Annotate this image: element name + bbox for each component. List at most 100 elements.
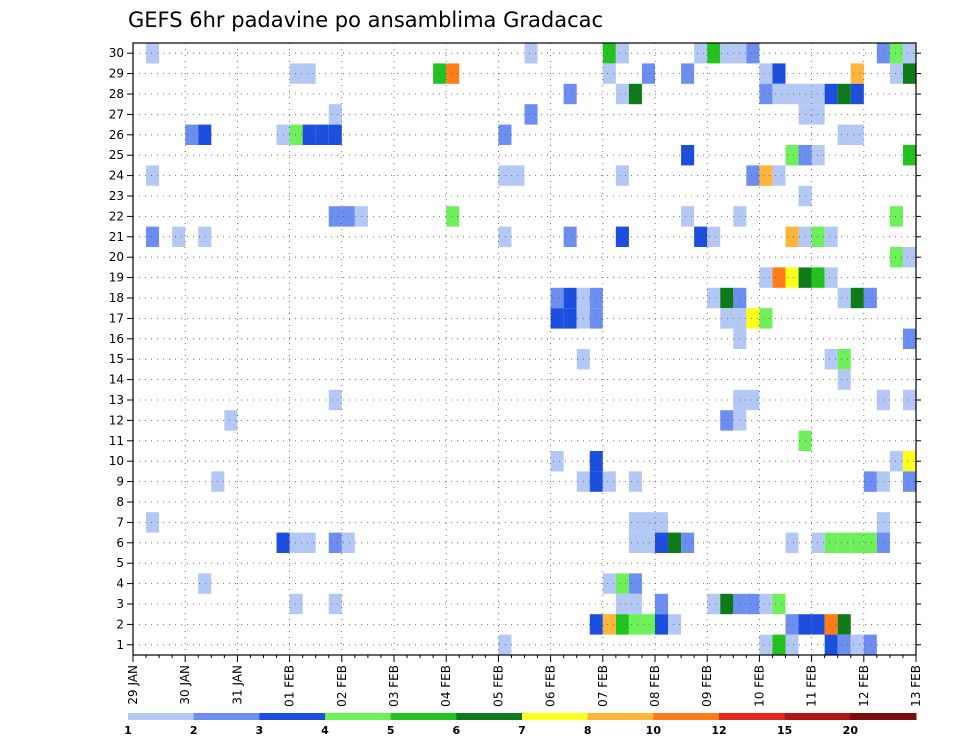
precip-cell (289, 593, 303, 615)
precip-cell (498, 634, 512, 655)
legend-swatch (653, 713, 720, 720)
precip-cell (889, 43, 903, 64)
precip-cell (902, 247, 916, 268)
legend-label: 20 (843, 724, 859, 737)
precip-cell (602, 614, 616, 635)
x-tick-label: 08 FEB (648, 665, 662, 707)
legend-label: 1 (124, 724, 132, 737)
y-tick-label: 20 (109, 250, 124, 264)
y-tick-label: 23 (109, 189, 124, 203)
precip-cell (289, 124, 303, 145)
y-tick-label: 1 (116, 638, 124, 652)
precip-cell (602, 471, 616, 492)
precip-cell (837, 634, 851, 655)
precip-cell (602, 63, 616, 84)
precip-cell (628, 532, 642, 553)
legend-swatch (456, 713, 523, 720)
precip-cell (328, 593, 342, 615)
legend-swatch (850, 713, 917, 720)
y-tick-label: 17 (109, 311, 124, 325)
y-tick-label: 27 (109, 107, 124, 121)
x-tick-label: 13 FEB (909, 665, 923, 707)
plot-frame (132, 42, 917, 656)
precip-cell (589, 451, 603, 472)
precip-cell (328, 124, 342, 145)
precip-cell (589, 308, 603, 329)
legend-swatch (587, 713, 654, 720)
precip-cell (850, 532, 864, 553)
legend-label: 6 (453, 724, 461, 737)
precip-cell (550, 451, 564, 472)
precip-cell (628, 83, 642, 105)
precip-cell (785, 634, 799, 655)
precip-cell (811, 104, 825, 125)
y-tick-label: 8 (116, 495, 124, 509)
legend-swatch (522, 713, 589, 720)
legend-swatch (719, 713, 786, 720)
precip-cell (902, 451, 916, 472)
legend-label: 7 (518, 724, 526, 737)
color-legend: 1 2 3 4 5 6 7 8 10 12 15 20 (124, 713, 917, 737)
x-tick-label: 02 FEB (335, 665, 349, 707)
y-tick-label: 21 (109, 230, 124, 244)
precip-cell (837, 124, 851, 145)
precip-cell (185, 124, 199, 145)
y-tick-label: 7 (116, 515, 124, 529)
precip-cell (824, 349, 838, 370)
precip-cell (615, 165, 629, 186)
precip-cell (759, 83, 773, 105)
precip-cell (198, 226, 212, 247)
precip-cell (498, 165, 512, 186)
y-tick-label: 4 (116, 577, 124, 591)
precip-cell (759, 63, 773, 84)
precip-cell (341, 206, 355, 227)
precip-cell (772, 165, 786, 186)
precip-cell (602, 573, 616, 594)
precip-cell (707, 593, 721, 615)
y-tick-label: 25 (109, 148, 124, 162)
precip-cell (863, 471, 877, 492)
precip-cell (811, 614, 825, 635)
precip-cell (302, 63, 316, 84)
precip-cell (902, 471, 916, 492)
precip-cell (198, 573, 212, 594)
legend-swatch (128, 713, 195, 720)
precip-cell (681, 532, 695, 553)
precip-cell (550, 308, 564, 329)
x-axis: 29 JAN 30 JAN 31 JAN 01 FEB 02 FEB 03 FEB 04 F… (126, 655, 923, 707)
y-tick-label: 19 (109, 271, 124, 285)
precip-cell (759, 165, 773, 186)
precip-cell (498, 226, 512, 247)
precip-cell (824, 83, 838, 105)
precip-cell (720, 308, 734, 329)
precip-cell (785, 614, 799, 635)
precip-cell (785, 226, 799, 247)
y-tick-label: 6 (116, 536, 124, 550)
precip-cell (772, 267, 786, 288)
precip-cell (902, 63, 916, 84)
y-tick-label: 13 (109, 393, 124, 407)
y-tick-label: 30 (109, 46, 124, 60)
precip-cell (668, 532, 682, 553)
precip-cell (615, 614, 629, 635)
precip-cell (341, 532, 355, 553)
precip-cell (759, 308, 773, 329)
precip-cell (811, 226, 825, 247)
precip-cell (328, 104, 342, 125)
precip-cell (524, 43, 538, 64)
precip-cell (628, 471, 642, 492)
precip-cell (315, 124, 329, 145)
precip-cell (837, 532, 851, 553)
precip-cell (902, 328, 916, 349)
y-tick-label: 14 (109, 373, 124, 387)
precip-cell (694, 226, 708, 247)
precip-cell (759, 267, 773, 288)
y-tick-label: 18 (109, 291, 124, 305)
legend-label: 4 (321, 724, 329, 737)
legend-label: 3 (256, 724, 264, 737)
precip-cell (746, 308, 760, 329)
y-tick-label: 15 (109, 352, 124, 366)
precip-cell (824, 532, 838, 553)
y-tick-label: 11 (109, 434, 124, 448)
y-tick-label: 9 (116, 475, 124, 489)
